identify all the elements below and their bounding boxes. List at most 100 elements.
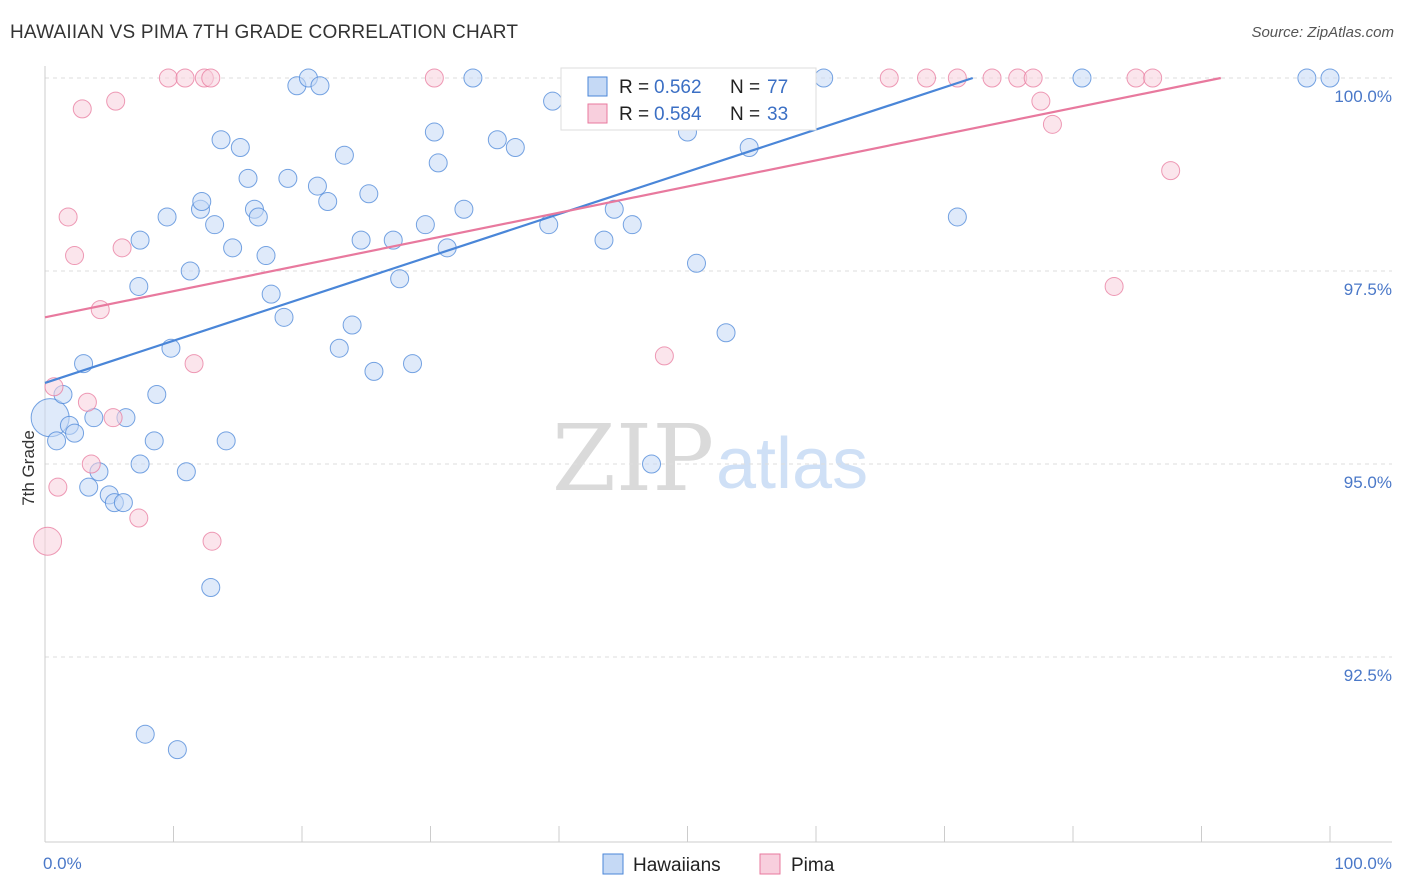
hawaiians-point xyxy=(65,423,85,443)
legend-swatch-hawaiians xyxy=(602,853,624,875)
legend-label-hawaiians: Hawaiians xyxy=(633,855,721,876)
hawaiians-point xyxy=(261,284,281,304)
stats-swatch-hawaiians xyxy=(587,76,608,97)
hawaiians-point xyxy=(814,68,834,88)
hawaiians-point xyxy=(216,431,236,451)
hawaiians-point xyxy=(334,145,354,165)
hawaiians-point xyxy=(176,462,196,482)
axes xyxy=(44,66,1392,843)
hawaiians-point xyxy=(622,215,642,235)
pima-point xyxy=(103,408,123,428)
stats-box: R = 0.562 N = 77 R = 0.584 N = 33 xyxy=(560,67,817,131)
hawaiians-point xyxy=(310,76,330,96)
pima-point xyxy=(1161,161,1181,181)
stats-n-label-hawaiians: N = xyxy=(730,77,760,98)
hawaiians-point xyxy=(359,184,379,204)
hawaiians-point xyxy=(604,199,624,219)
hawaiians-point xyxy=(144,431,164,451)
hawaiians-point xyxy=(192,192,212,212)
hawaiians-point xyxy=(278,168,298,188)
y-tick-label: 97.5% xyxy=(1344,280,1392,299)
hawaiians-point xyxy=(342,315,362,335)
pima-point xyxy=(424,68,444,88)
pima-point xyxy=(65,246,85,266)
trend-lines xyxy=(44,76,1221,384)
pima-point xyxy=(77,392,97,412)
pima-point xyxy=(1031,91,1051,111)
pima-point xyxy=(917,68,937,88)
pima-point xyxy=(1126,68,1146,88)
hawaiians-point xyxy=(157,207,177,227)
legend: Hawaiians Pima xyxy=(602,853,835,876)
pima-point xyxy=(33,526,63,556)
hawaiians-point xyxy=(307,176,327,196)
hawaiians-point xyxy=(594,230,614,250)
hawaiians-point xyxy=(248,207,268,227)
hawaiians-point xyxy=(135,724,155,744)
hawaiians-point xyxy=(454,199,474,219)
watermark-zip: ZIP xyxy=(552,405,714,512)
pima-point xyxy=(879,68,899,88)
hawaiians-points xyxy=(30,68,1340,760)
hawaiians-point xyxy=(79,477,99,497)
pima-trend-line xyxy=(44,76,1221,319)
pima-point xyxy=(58,207,78,227)
hawaiians-point xyxy=(167,740,187,760)
hawaiians-point xyxy=(1072,68,1092,88)
gridlines xyxy=(45,77,1392,658)
hawaiians-point xyxy=(364,361,384,381)
chart-title: HAWAIIAN VS PIMA 7TH GRADE CORRELATION C… xyxy=(10,22,519,43)
x-tick-label-min: 0.0% xyxy=(43,854,82,873)
hawaiians-point xyxy=(201,578,221,598)
pima-point xyxy=(106,91,126,111)
stats-n-label-pima: N = xyxy=(730,104,760,125)
hawaiians-point xyxy=(129,276,149,296)
hawaiians-point xyxy=(415,215,435,235)
hawaiians-point xyxy=(424,122,444,142)
hawaiians-trend-line xyxy=(44,76,974,384)
hawaiians-point xyxy=(147,385,167,405)
stats-swatch-pima xyxy=(587,103,608,124)
y-tick-label: 95.0% xyxy=(1344,473,1392,492)
hawaiians-point xyxy=(256,246,276,266)
stats-r-label-hawaiians: R = xyxy=(619,77,649,98)
hawaiians-point xyxy=(390,269,410,289)
pima-point xyxy=(982,68,1002,88)
pima-point xyxy=(48,477,68,497)
stats-n-value-pima: 33 xyxy=(767,104,788,125)
pima-point xyxy=(72,99,92,119)
watermark: ZIP atlas xyxy=(552,405,868,512)
hawaiians-point xyxy=(642,454,662,474)
y-tick-label: 100.0% xyxy=(1334,87,1392,106)
hawaiians-point xyxy=(686,253,706,273)
source-label: Source: ZipAtlas.com xyxy=(1251,24,1394,41)
pima-point xyxy=(202,531,222,551)
tick-labels: 92.5% 95.0% 97.5% 100.0% 0.0% 100.0% xyxy=(43,87,1392,873)
hawaiians-point xyxy=(205,215,225,235)
hawaiians-point xyxy=(274,307,294,327)
hawaiians-point xyxy=(351,230,371,250)
stats-r-value-hawaiians: 0.562 xyxy=(654,77,702,98)
stats-r-label-pima: R = xyxy=(619,104,649,125)
pima-point xyxy=(1023,68,1043,88)
pima-point xyxy=(654,346,674,366)
pima-point xyxy=(175,68,195,88)
hawaiians-point xyxy=(463,68,483,88)
legend-label-pima: Pima xyxy=(791,855,835,876)
y-tick-label: 92.5% xyxy=(1344,666,1392,685)
hawaiians-point xyxy=(230,137,250,157)
x-tick-label-max: 100.0% xyxy=(1334,854,1392,873)
hawaiians-point xyxy=(211,130,231,150)
hawaiians-point xyxy=(947,207,967,227)
pima-point xyxy=(129,508,149,528)
hawaiians-point xyxy=(318,192,338,212)
hawaiians-point xyxy=(113,493,133,513)
hawaiians-point xyxy=(543,91,563,111)
pima-points xyxy=(33,68,1181,556)
pima-point xyxy=(112,238,132,258)
hawaiians-point xyxy=(716,323,736,343)
legend-swatch-pima xyxy=(759,853,781,875)
hawaiians-point xyxy=(428,153,448,173)
pima-point xyxy=(1143,68,1163,88)
